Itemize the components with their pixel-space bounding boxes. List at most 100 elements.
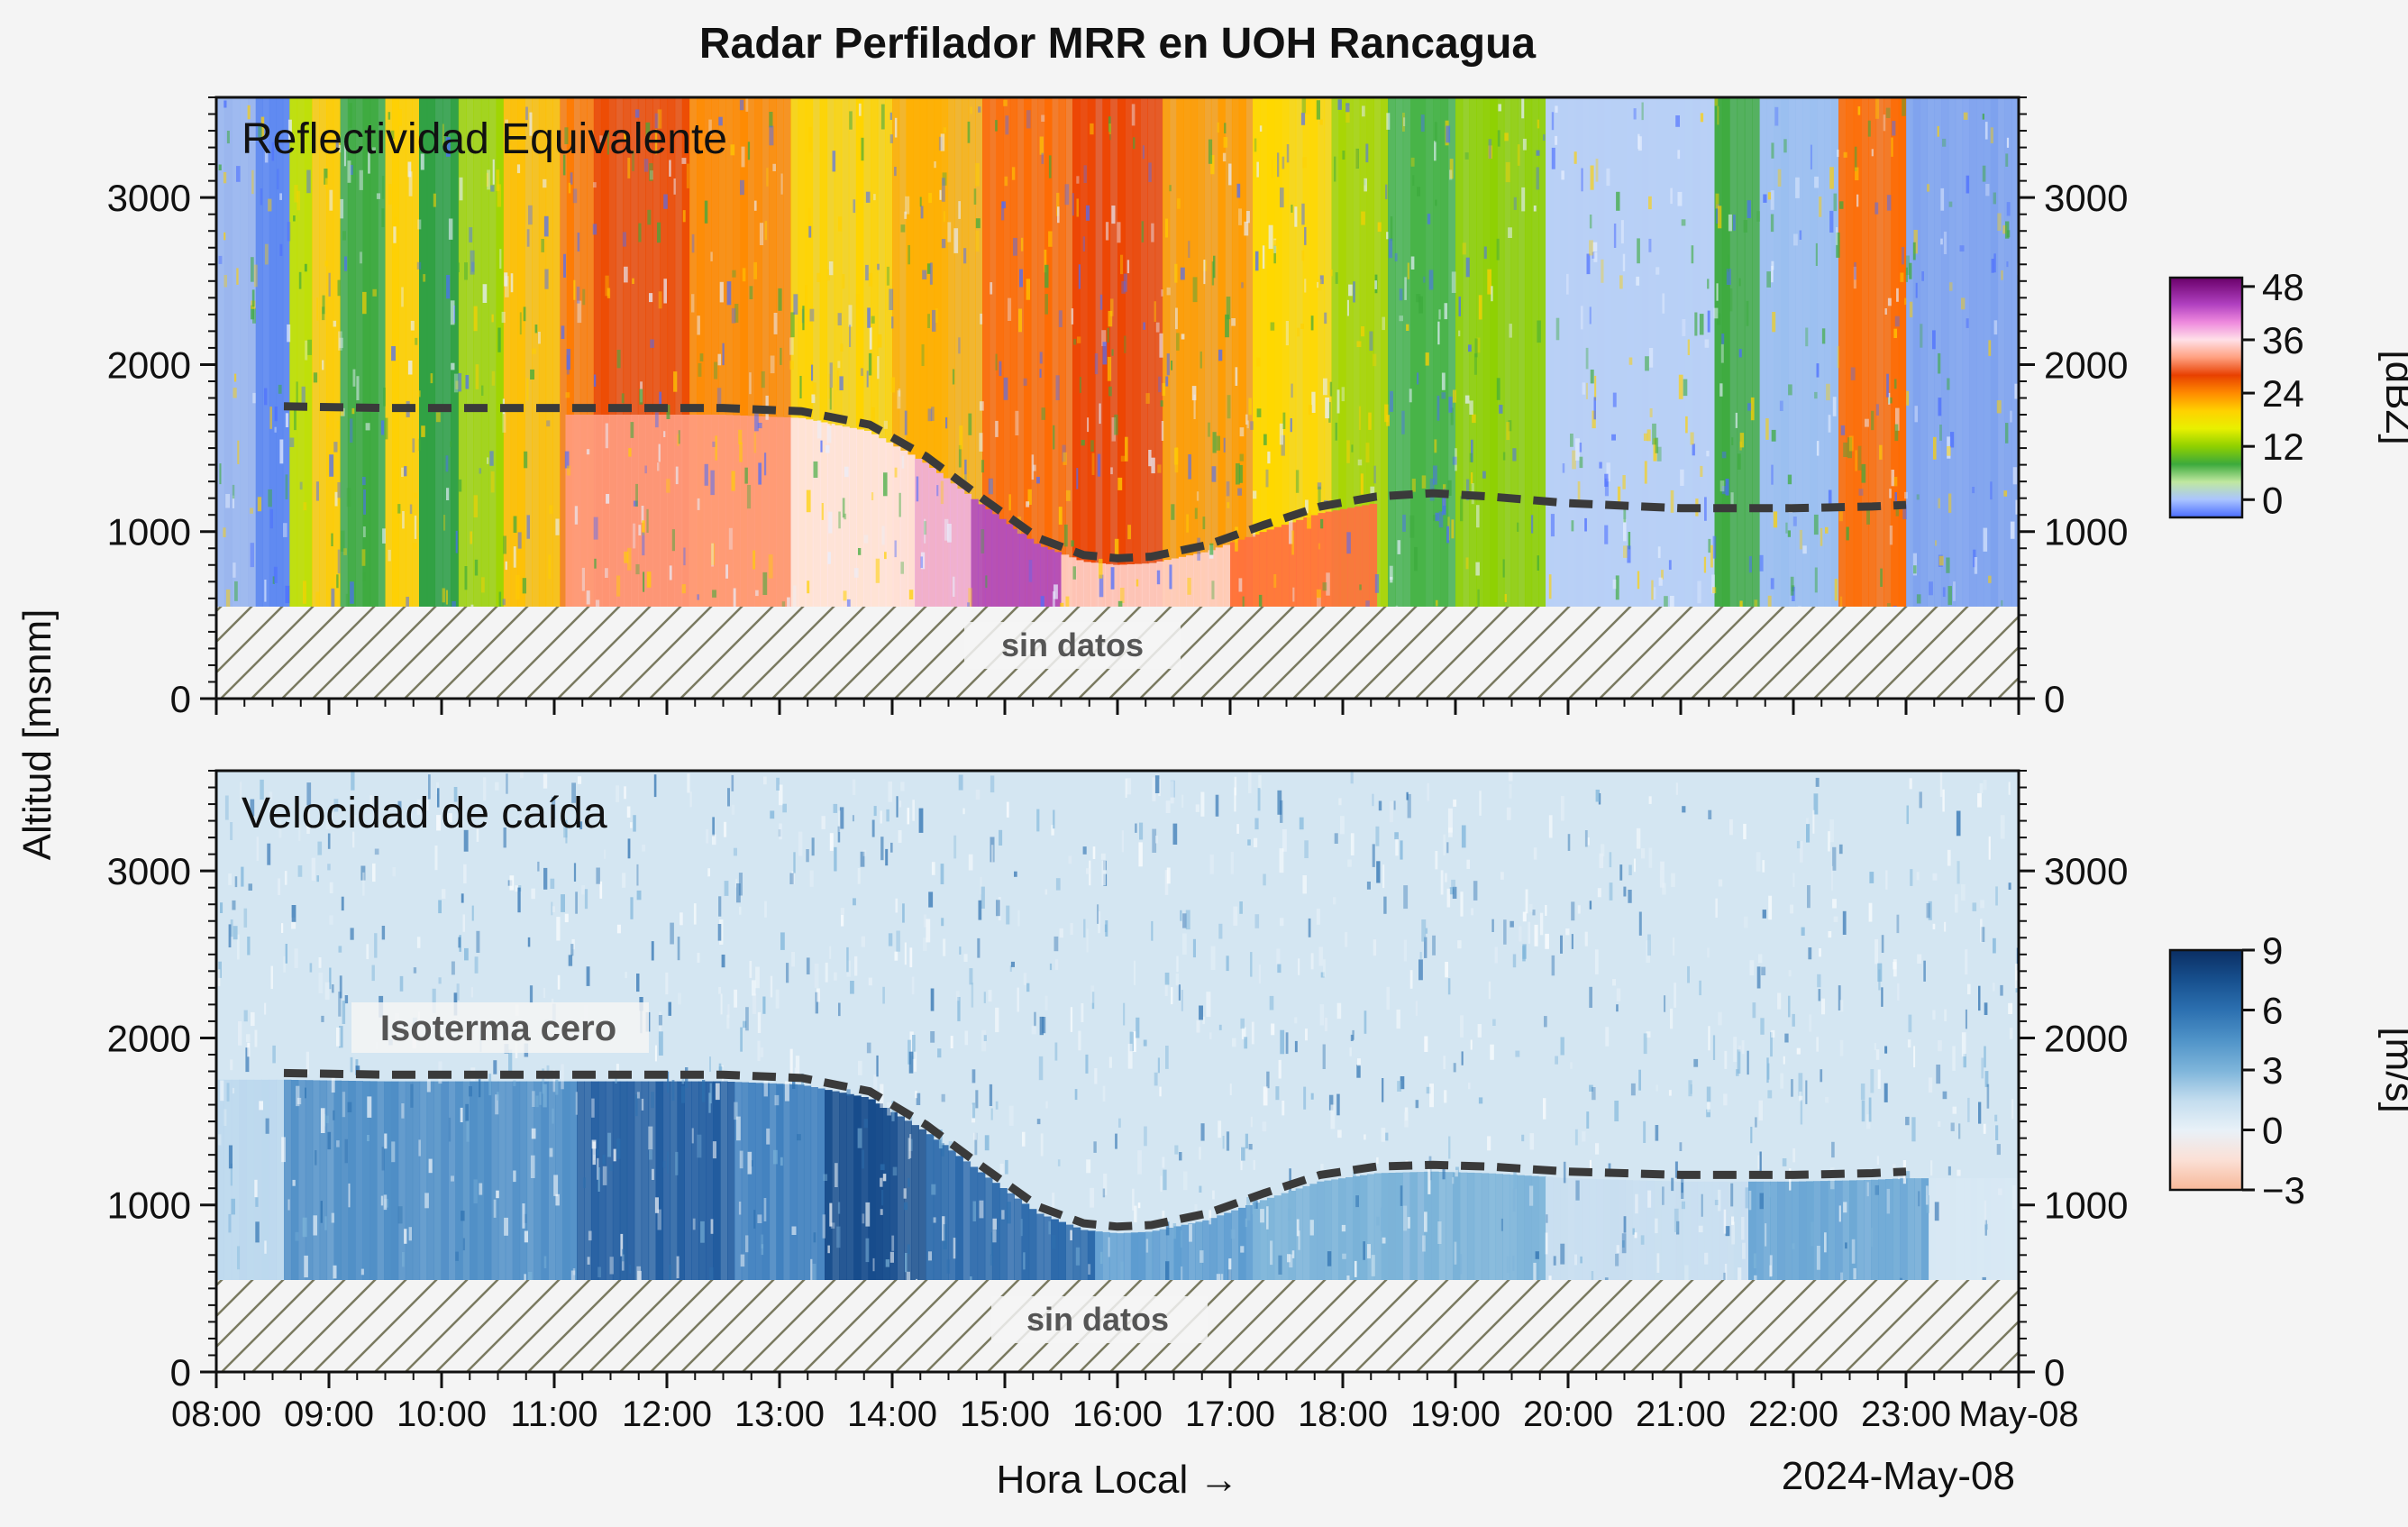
texture-speck (622, 232, 626, 247)
texture-speck (255, 1197, 259, 1207)
texture-speck (1406, 791, 1409, 800)
texture-speck (1829, 818, 1834, 843)
texture-speck (1504, 133, 1509, 142)
texture-speck (1444, 1090, 1447, 1103)
texture-speck (1132, 1188, 1135, 1211)
texture-speck (1932, 923, 1936, 929)
texture-speck (1522, 944, 1527, 959)
field-cell (754, 97, 762, 608)
texture-speck (1515, 1050, 1520, 1057)
texture-speck (1953, 581, 1956, 601)
texture-speck (607, 1132, 612, 1157)
texture-speck (1297, 327, 1300, 337)
field-cell (1853, 97, 1862, 608)
texture-speck (616, 1138, 621, 1159)
texture-speck (1474, 338, 1478, 358)
texture-speck (772, 163, 776, 171)
texture-speck (1509, 324, 1512, 338)
texture-speck (1282, 828, 1287, 852)
texture-speck (1708, 538, 1711, 553)
field-cell (1838, 97, 1847, 608)
texture-speck (338, 946, 342, 953)
texture-speck (333, 320, 337, 327)
texture-speck (1750, 397, 1755, 421)
field-cell (1683, 1181, 1692, 1281)
texture-speck (1805, 1080, 1808, 1104)
field-cell (819, 97, 828, 608)
texture-speck (1942, 789, 1945, 812)
texture-speck (1886, 195, 1892, 211)
texture-speck (1905, 267, 1908, 282)
texture-speck (666, 479, 670, 493)
field-cell (1949, 1178, 1957, 1281)
texture-speck (1555, 1056, 1558, 1065)
texture-speck (1291, 205, 1293, 213)
texture-speck (1109, 298, 1114, 316)
texture-speck (331, 1212, 334, 1223)
texture-speck (1957, 861, 1960, 884)
texture-speck (1151, 223, 1154, 242)
texture-speck (479, 468, 482, 474)
texture-speck (850, 981, 854, 994)
texture-speck (931, 1184, 936, 1195)
texture-speck (943, 938, 946, 956)
texture-speck (344, 995, 349, 1004)
texture-speck (764, 453, 767, 476)
texture-speck (827, 1245, 830, 1254)
texture-speck (1765, 418, 1769, 440)
texture-speck (1071, 540, 1074, 547)
texture-speck (1390, 216, 1393, 242)
texture-speck (671, 529, 675, 552)
texture-speck (1182, 913, 1187, 928)
texture-speck (1358, 406, 1362, 430)
texture-speck (1382, 1078, 1384, 1102)
texture-speck (412, 543, 417, 550)
texture-speck (809, 870, 814, 887)
texture-speck (333, 442, 338, 453)
texture-speck (497, 327, 501, 352)
melting-layer-cell (1215, 547, 1224, 608)
texture-speck (780, 1157, 783, 1166)
melting-layer-cell (798, 417, 807, 608)
texture-speck (1725, 1226, 1730, 1237)
texture-speck (1202, 1016, 1205, 1025)
texture-speck (1828, 415, 1831, 433)
texture-speck (957, 997, 961, 1021)
texture-speck (659, 1011, 662, 1037)
texture-speck (1209, 1032, 1212, 1039)
field-cell (284, 1079, 292, 1281)
texture-speck (1134, 960, 1136, 985)
texture-speck (1433, 465, 1437, 485)
texture-speck (1984, 1200, 1987, 1225)
texture-speck (450, 441, 452, 447)
texture-speck (1335, 272, 1338, 284)
field-cell (803, 1085, 812, 1281)
melting-layer-cell (1332, 510, 1341, 608)
melting-layer-cell (950, 483, 958, 608)
texture-speck (979, 401, 984, 411)
texture-speck (416, 261, 422, 270)
texture-speck (1161, 421, 1164, 441)
texture-speck (1281, 434, 1285, 456)
texture-speck (315, 481, 319, 501)
texture-speck (448, 218, 453, 240)
texture-speck (710, 1219, 714, 1234)
texture-speck (1101, 860, 1106, 886)
melting-layer-cell (892, 446, 901, 608)
texture-speck (1452, 456, 1457, 465)
texture-speck (712, 817, 715, 837)
texture-speck (1857, 445, 1862, 471)
texture-speck (564, 451, 570, 469)
texture-speck (1414, 546, 1418, 571)
texture-speck (895, 898, 898, 913)
texture-speck (588, 1230, 592, 1241)
texture-speck (790, 312, 795, 338)
field-cell (1051, 97, 1060, 608)
field-cell (1260, 97, 1268, 608)
texture-speck (1381, 1128, 1386, 1142)
field-cell (755, 1083, 763, 1281)
texture-speck (513, 1170, 516, 1183)
texture-speck (520, 771, 524, 779)
field-cell (1295, 1188, 1304, 1281)
